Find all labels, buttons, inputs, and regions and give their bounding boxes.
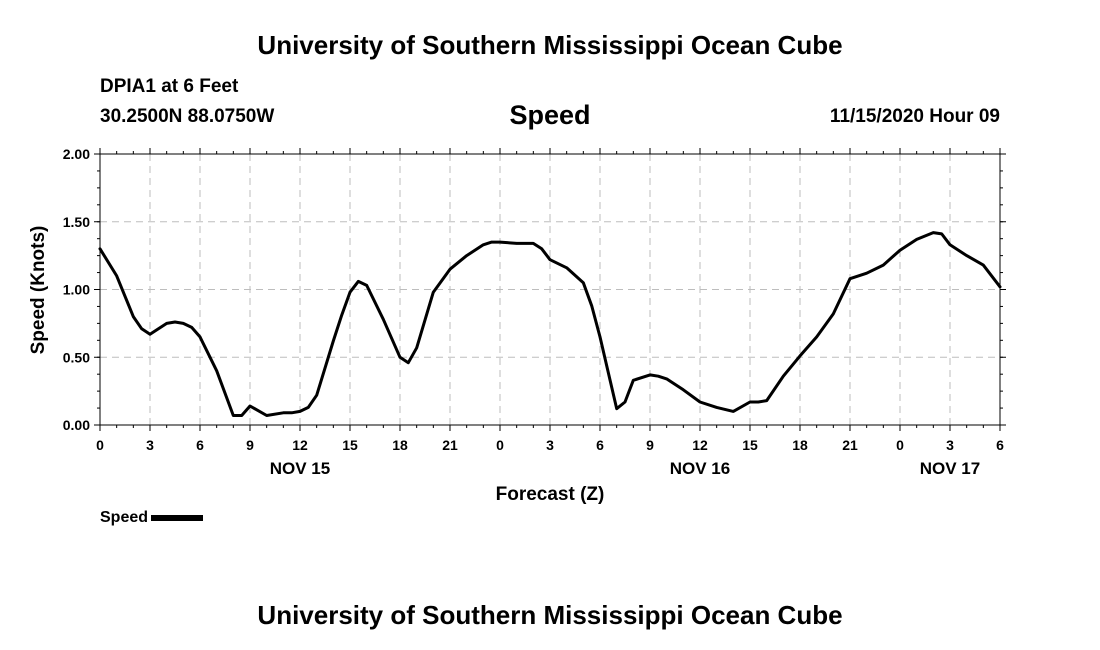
y-tick-label: 2.00	[63, 146, 90, 162]
station-name: DPIA1 at 6 Feet	[100, 76, 239, 97]
x-tick-label: 6	[196, 437, 204, 453]
x-tick-label: 12	[692, 437, 708, 453]
date-label: NOV 15	[270, 459, 330, 478]
forecast-datetime: 11/15/2020 Hour 09	[829, 106, 1000, 127]
x-axis-label: Forecast (Z)	[496, 484, 605, 505]
x-tick-label: 15	[342, 437, 358, 453]
y-tick-label: 0.50	[63, 349, 90, 365]
speed-series-line	[98, 231, 1002, 417]
line-layer	[98, 231, 1002, 417]
x-tick-label: 6	[596, 437, 604, 453]
x-tick-label: 0	[896, 437, 904, 453]
y-tick-label: 1.00	[63, 282, 90, 298]
x-tick-label: 6	[996, 437, 1004, 453]
y-axis-label: Speed (Knots)	[28, 226, 49, 355]
date-label: NOV 16	[670, 459, 730, 478]
top-title: University of Southern Mississippi Ocean…	[257, 30, 843, 60]
x-tick-label: 0	[496, 437, 504, 453]
legend: Speed	[100, 509, 204, 527]
legend-line-swatch	[151, 515, 204, 521]
x-tick-label: 9	[246, 437, 254, 453]
bottom-title: University of Southern Mississippi Ocean…	[257, 600, 843, 630]
x-tick-label: 15	[742, 437, 758, 453]
x-tick-label: 0	[96, 437, 104, 453]
y-tick-label: 0.00	[63, 417, 90, 433]
x-tick-label: 18	[792, 437, 808, 453]
legend-label: Speed	[100, 509, 149, 526]
y-tick-label: 1.50	[63, 214, 90, 230]
x-tick-label: 12	[292, 437, 308, 453]
x-tick-label: 3	[946, 437, 954, 453]
date-label: NOV 17	[920, 459, 980, 478]
station-coordinates: 30.2500N 88.0750W	[100, 106, 275, 127]
grid-layer	[100, 154, 1000, 425]
chart-parameter-title: Speed	[509, 100, 591, 130]
x-tick-label: 9	[646, 437, 654, 453]
x-tick-label: 3	[146, 437, 154, 453]
x-tick-label: 3	[546, 437, 554, 453]
x-tick-label: 21	[442, 437, 458, 453]
x-tick-label: 18	[392, 437, 408, 453]
tick-layer: 0.00 0.50 1.00 1.50 2.00 0 3 6 9 12 15 18 21 0 3 6 9 12 15…	[63, 146, 1006, 478]
x-tick-label: 21	[842, 437, 858, 453]
